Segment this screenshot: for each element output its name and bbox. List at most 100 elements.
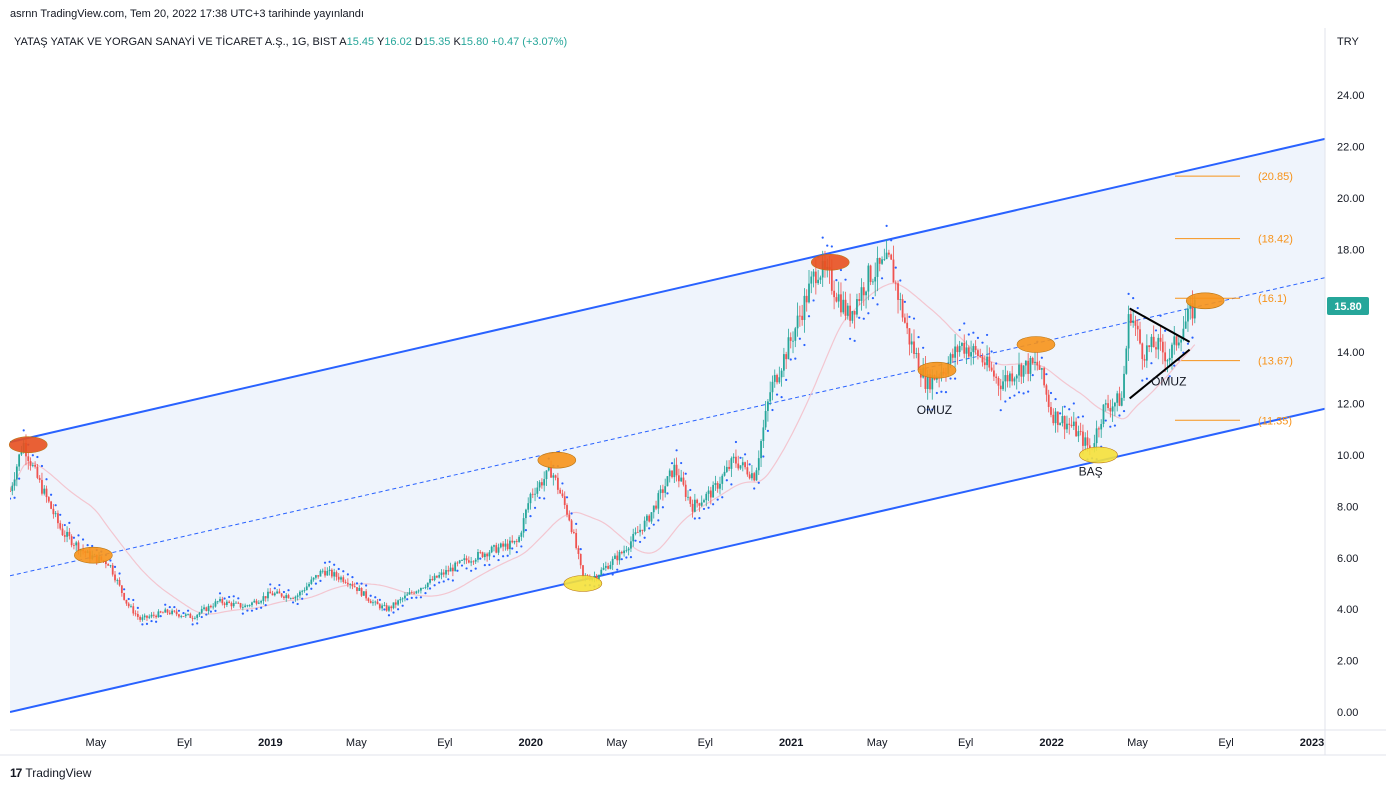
candle [554,474,557,481]
footer-brand[interactable]: TradingView [25,766,92,780]
candle [700,495,703,507]
sar-dot [506,554,509,557]
candle [1157,333,1160,360]
candle [993,364,995,381]
candle [374,596,377,606]
candle [835,279,838,303]
sar-dot [191,623,194,626]
x-tick-label: Eyl [437,737,452,749]
candle [435,575,438,579]
y-tick-label: 12.00 [1337,399,1365,411]
candle [837,281,840,308]
sar-dot [561,482,564,485]
candle [974,340,977,355]
candle [833,280,836,310]
sar-dot [1118,414,1121,417]
candle [264,596,267,607]
sar-dot [474,567,477,570]
candle [522,512,525,538]
candle [892,245,895,283]
candle [1159,314,1162,351]
symbol-name[interactable]: YATAŞ YATAK VE YORGAN SANAYİ VE TİCARET … [14,36,337,48]
sar-dot [214,609,217,613]
candle [885,224,888,260]
sar-dot [387,614,391,617]
candle [1075,417,1077,437]
sar-dot [1186,342,1190,345]
sar-dot [351,576,354,579]
sar-dot [59,513,62,516]
candle [173,605,176,613]
sar-dot [1013,394,1016,397]
candle [712,481,715,506]
y-tick-label: 6.00 [1337,553,1358,565]
candle [404,592,406,602]
candle [677,468,680,488]
candle [479,550,482,560]
candle [524,508,528,532]
candle [70,534,73,548]
candle [276,589,278,594]
candle [419,587,423,599]
candle [853,310,856,342]
sar-dot [844,278,847,281]
candle [232,595,235,608]
sar-dot [1059,412,1062,415]
candle [513,540,516,545]
candle [194,616,196,620]
candle [235,601,237,604]
candle [474,558,477,570]
candle [579,548,582,569]
sar-dot [858,316,861,319]
candle [862,282,865,320]
candle [424,584,427,595]
candle [734,440,738,468]
highlight-marker [537,451,577,469]
close-label: K [453,36,461,48]
candle [1132,297,1135,328]
candle [575,522,578,550]
sar-dot [908,315,911,318]
tradingview-logo-icon: 17 [10,766,22,780]
sar-dot [1022,392,1025,395]
candle [741,457,744,472]
candle [262,592,265,605]
candle [499,542,502,549]
candle [43,485,46,496]
candle [511,535,514,550]
candle [689,488,692,507]
candle [1020,362,1023,384]
candle [753,471,756,490]
candle [326,567,329,576]
sar-dot [81,538,85,541]
candle [203,604,205,611]
candle [958,328,961,357]
candle [415,590,418,599]
sar-dot [1017,391,1021,394]
sar-dot [113,565,117,568]
x-tick-label: Eyl [698,737,713,749]
candle [782,347,785,378]
candle [609,561,612,570]
candle [981,341,984,367]
sar-dot [611,573,614,576]
sar-dot [287,589,290,592]
candle [66,526,68,543]
sar-dot [944,391,948,394]
candle [492,544,496,558]
candle [1134,315,1137,337]
candle [1120,391,1123,407]
sar-dot [424,592,427,595]
candle [340,575,342,583]
candle [328,560,331,576]
sar-dot [543,497,546,500]
candle [267,588,269,602]
candle [1102,404,1105,428]
y-tick-label: 24.00 [1337,90,1365,102]
candle [442,569,445,583]
candle [280,592,283,598]
candle [467,556,470,564]
sar-dot [670,462,674,465]
candle [506,539,509,557]
